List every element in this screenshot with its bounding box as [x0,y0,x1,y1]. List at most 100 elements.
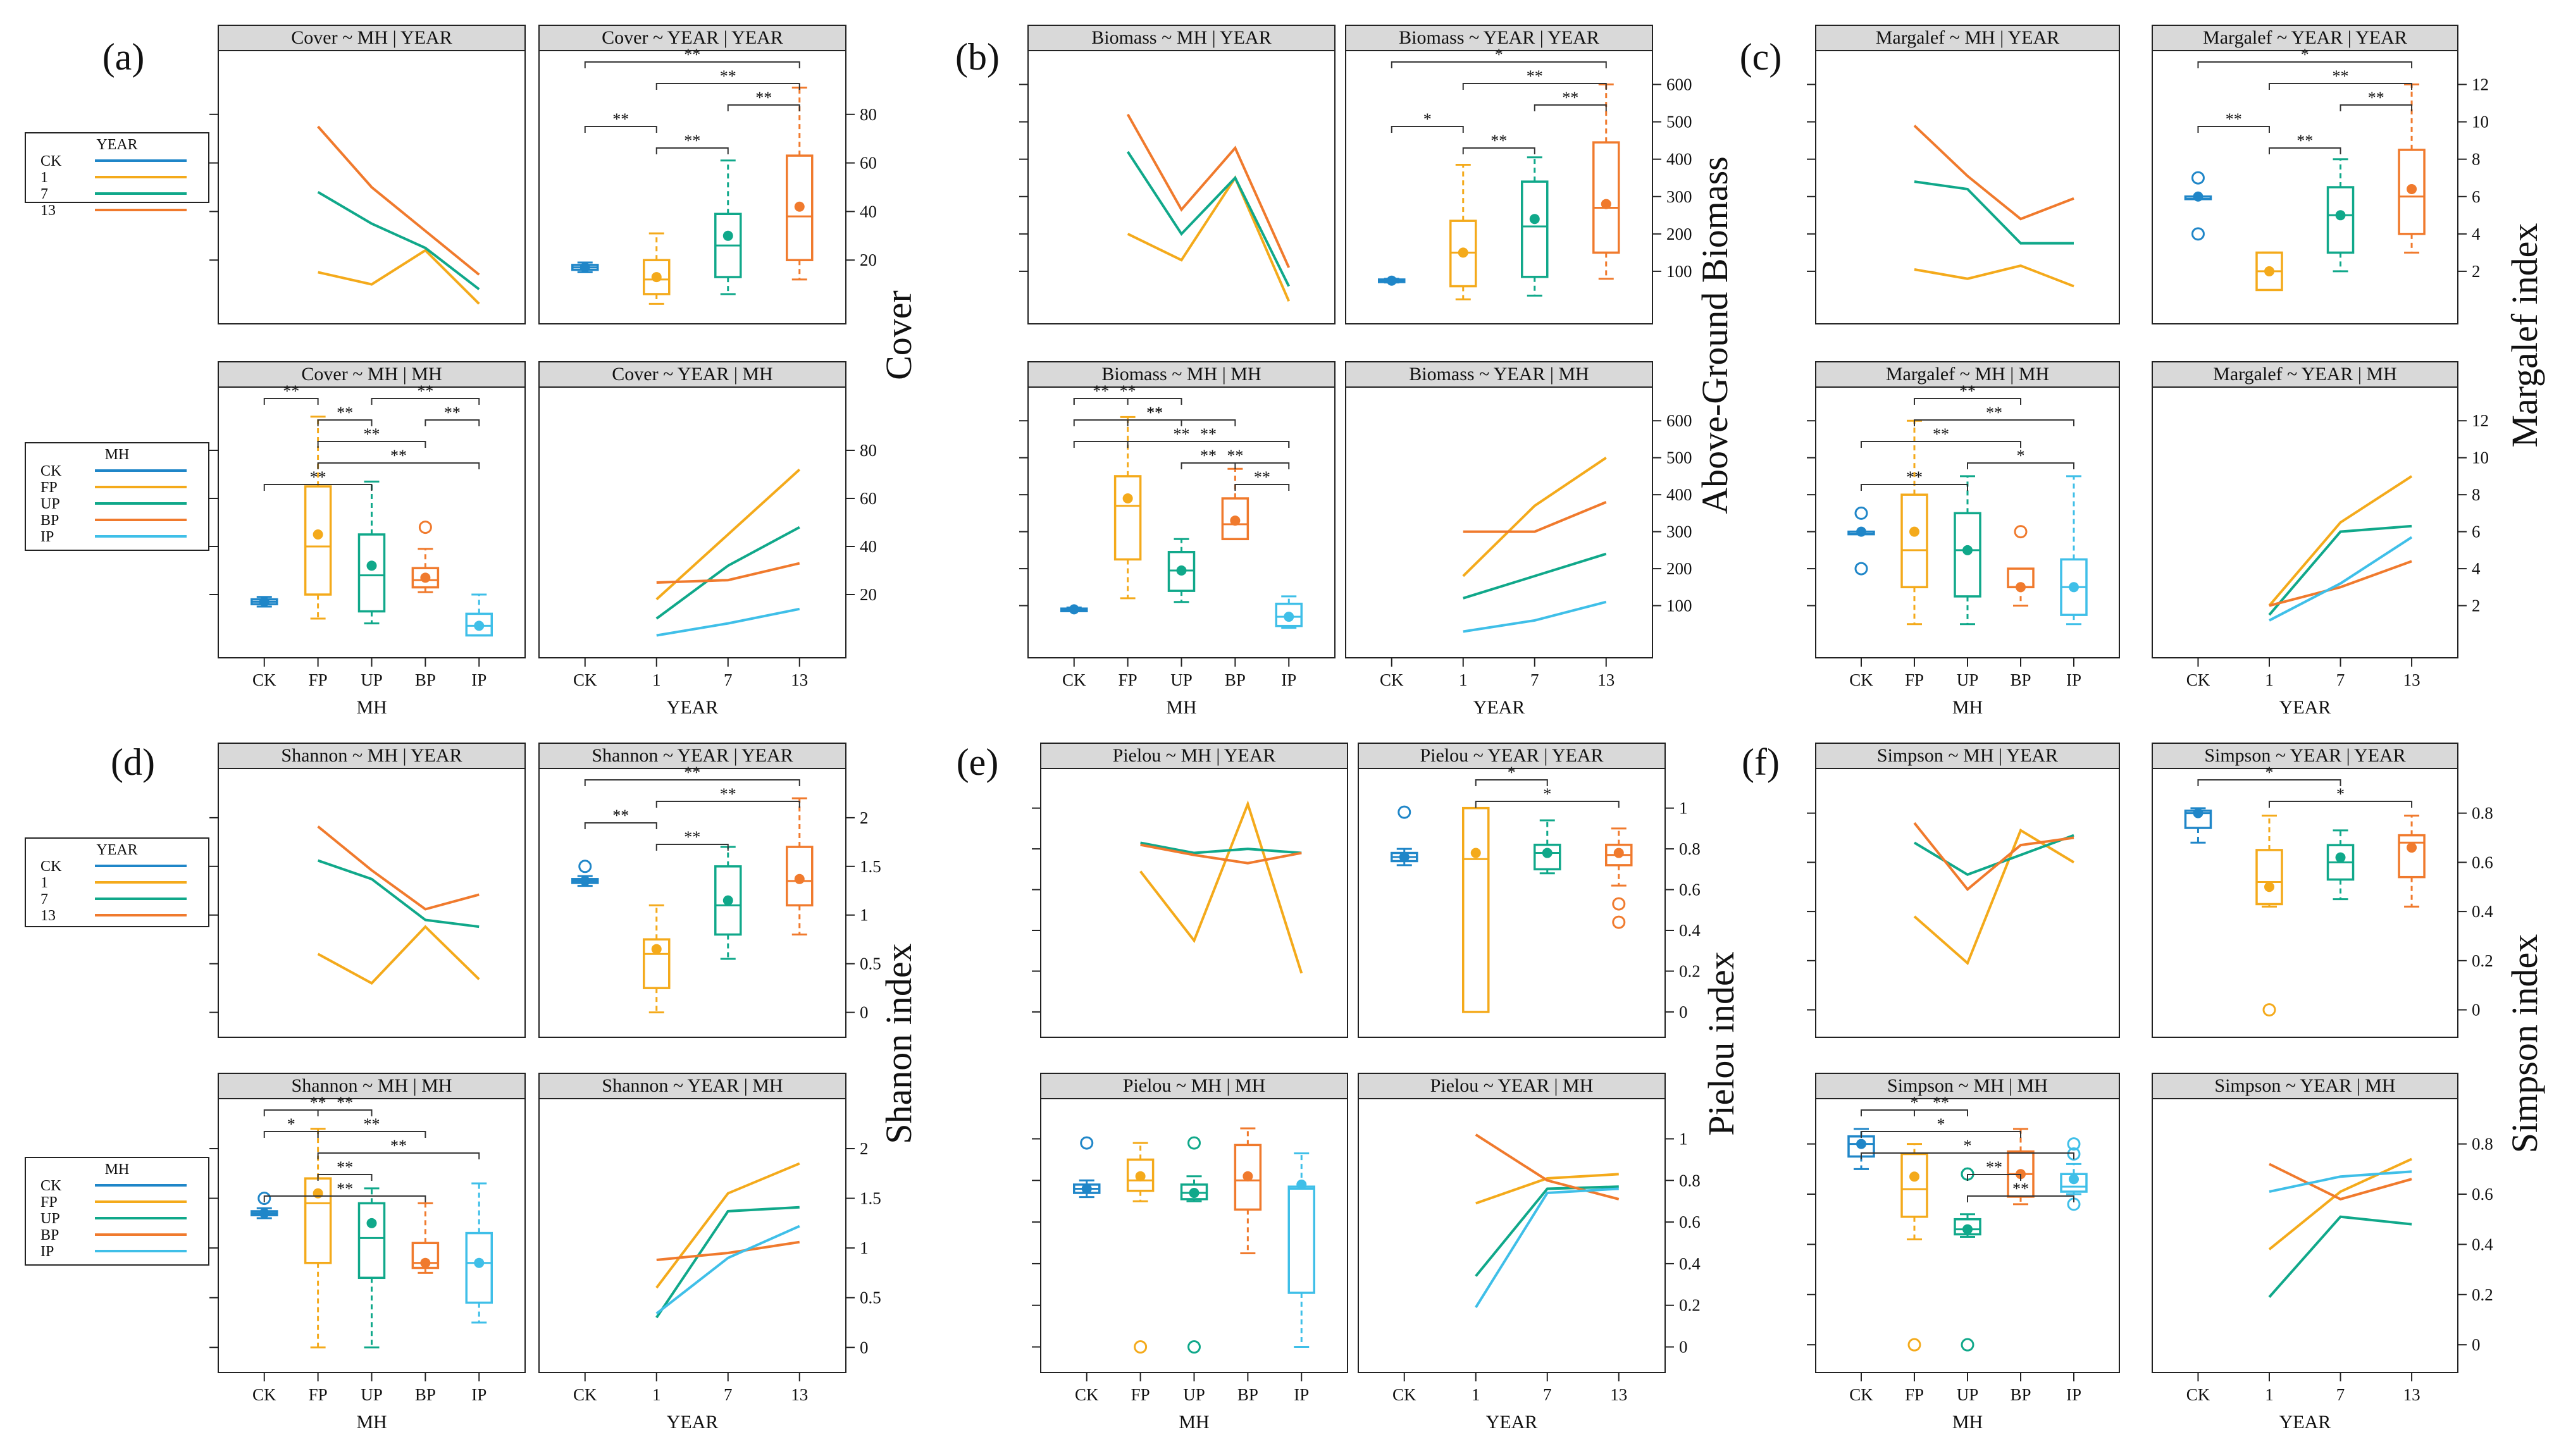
bottom-left-panel-title: Cover ~ MH | MH [301,364,442,385]
mh-significance-label: ** [1146,404,1163,422]
box-mean-point [1458,247,1468,258]
x-tick-label: CK [1849,670,1873,689]
mh-significance-label: ** [310,468,326,486]
box-outlier [2067,1137,2081,1151]
series-line-mh-FP [1475,1173,1619,1205]
box-mean-point [2335,210,2346,221]
series-line-year-1 [1127,175,1291,302]
x-axis-label: YEAR [1486,1412,1538,1433]
year-significance-label: ** [755,89,772,107]
y-tick-label: 4 [2472,225,2481,244]
bottom-right-panel-frame [1358,1073,1666,1373]
bottom-left-panel-strip [1040,1073,1348,1099]
x-tick-label: FP [1905,670,1924,689]
mh-significance-bracket [1967,1195,2074,1202]
legend-label: CK [40,153,62,170]
mh-significance-label: ** [364,1115,380,1133]
top-left-panel-strip [1040,743,1348,769]
box-outlier [2191,171,2205,185]
bottom-left-panel-title: Margalef ~ MH | MH [1886,364,2049,385]
box-mean-point [1529,214,1540,225]
year-significance-label: ** [720,785,736,803]
legend-label: BP [40,1227,59,1243]
mh-significance-label: ** [2012,1180,2029,1198]
series-line-mh-BP [2269,1163,2412,1201]
y-tick-label: 0.8 [2472,804,2493,823]
y-tick-label: 12 [2472,411,2489,430]
y-tick-label: 0 [2472,1335,2481,1354]
y-tick-label: 20 [860,585,877,604]
x-tick-label: 13 [1597,670,1615,689]
year-significance-bracket [1462,147,1535,154]
x-tick-label: BP [2010,670,2031,689]
box-body [2398,149,2426,235]
y-tick-label: 6 [2472,522,2481,541]
box-body [1521,180,1549,278]
box-mean-point [1542,848,1553,858]
mh-significance-bracket [1861,1152,2074,1159]
bottom-right-panel-strip [538,361,846,388]
top-right-panel-strip [1358,743,1666,769]
series-line-mh-UP [1475,1185,1619,1277]
legend-label: 13 [40,908,56,924]
year-significance-bracket [2268,147,2341,154]
year-significance-label: ** [612,110,629,128]
bottom-right-panel-frame [1345,361,1653,658]
y-tick-label: 2 [860,808,869,827]
y-tick-label: 300 [1666,522,1692,541]
legend-title: YEAR [96,842,137,858]
year-significance-label: ** [684,828,700,846]
box-mean-point [259,1208,270,1219]
top-left-panel-title: Margalef ~ MH | YEAR [1876,27,2060,48]
y-tick-label: 0.8 [1679,839,1701,858]
x-tick-label: CK [2186,1385,2210,1404]
box-outlier [257,1192,271,1206]
mh-significance-label: ** [1227,447,1243,465]
series-line-mh-FP [2268,475,2413,607]
bottom-right-panel-frame [538,1073,846,1373]
y-tick-label: 4 [2472,559,2481,578]
box-outlier [2014,525,2028,539]
year-significance-label: ** [2368,89,2384,107]
top-left-panel-strip [218,743,526,769]
x-tick-label: BP [415,1385,436,1404]
x-tick-label: CK [252,670,276,689]
x-tick-label: UP [1957,1385,1979,1404]
x-tick-label: 1 [652,670,661,689]
series-line-year-13 [1913,125,2074,221]
top-right-panel-frame [1358,743,1666,1038]
box-outlier [2067,1147,2081,1161]
y-tick-label: 40 [860,202,877,221]
x-tick-label: CK [1849,1385,1873,1404]
series-line-year-7 [317,859,480,929]
x-tick-label: 13 [2403,1385,2420,1404]
x-tick-label: CK [1062,670,1086,689]
y-tick-label: 0.8 [2472,1135,2493,1154]
box-mean-point [2264,266,2274,276]
year-significance-bracket [1475,779,1548,786]
x-tick-label: CK [252,1385,276,1404]
box-mean-point [1386,275,1397,286]
year-significance-bracket [2197,61,2413,68]
y-tick-label: 80 [860,441,877,460]
x-tick-label: IP [2066,670,2081,689]
box-mean-point [651,272,662,283]
y-tick-label: 20 [860,250,877,269]
bottom-left-panel-strip [218,1073,526,1099]
mh-significance-bracket [263,1109,373,1116]
y-axis-label: Above-Ground Biomass [1694,156,1735,514]
mh-significance-bracket [1967,462,2074,469]
top-left-panel-frame [218,25,526,324]
legend-label: UP [40,496,60,512]
series-line-mh-UP [655,1206,800,1319]
mh-significance-label: ** [1200,425,1217,443]
mh-significance-bracket [371,398,480,405]
x-tick-label: UP [1170,670,1193,689]
x-tick-label: UP [1957,670,1979,689]
year-significance-label: * [2265,763,2273,782]
box-mean-point [474,620,485,631]
box-mean-point [1856,526,1866,537]
mh-significance-label: ** [364,425,380,443]
box-mean-point [1470,848,1481,858]
box-mean-point [474,1257,485,1268]
